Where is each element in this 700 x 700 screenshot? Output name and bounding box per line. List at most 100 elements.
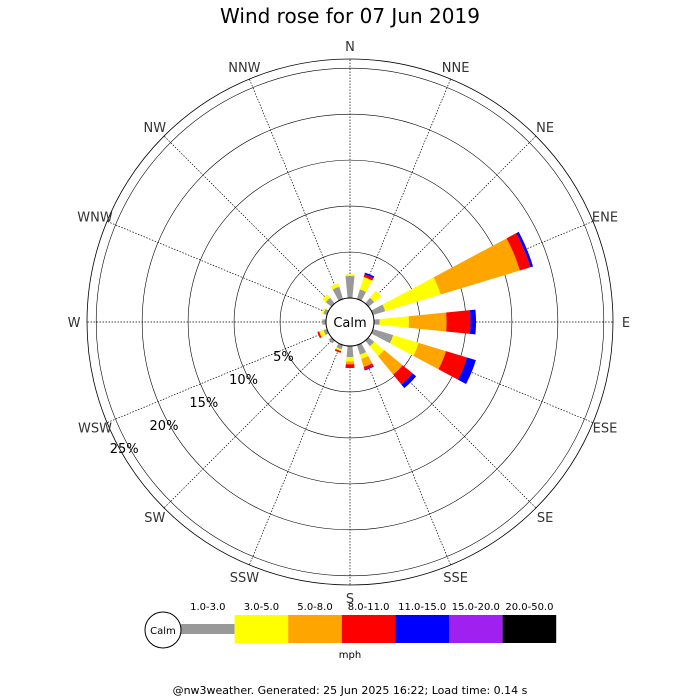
petal-ssw-bin-1 [335, 347, 342, 352]
calm-label: Calm [333, 316, 366, 331]
legend-swatch-bin-3 [341, 615, 396, 643]
radial-tick-label-15: 15% [189, 396, 218, 411]
legend-swatch-bin-5 [449, 615, 503, 643]
petal-ene-bin-3 [506, 233, 531, 271]
petal-sse-bin-2 [361, 356, 373, 367]
petal-ene-bin-1 [382, 277, 441, 312]
petal-n-bin-0 [345, 275, 355, 299]
grid-circle-15 [187, 159, 513, 485]
direction-label-wsw: WSW [78, 422, 112, 437]
legend-calm-label: Calm [150, 626, 176, 637]
radial-tick-label-5: 5% [273, 350, 294, 365]
legend-calm-circle [144, 611, 182, 649]
direction-label-nw: NW [144, 121, 167, 136]
direction-label-ese: ESE [593, 422, 618, 437]
legend-swatch-bin-4 [395, 615, 449, 643]
petal-ne-bin-0 [365, 297, 375, 307]
direction-label-nnw: NNW [228, 61, 260, 76]
petal-wsw-bin-3 [317, 331, 322, 339]
petal-wsw-bin-1 [319, 330, 326, 338]
petal-ssw-bin-3 [334, 348, 342, 353]
radial-tick-label-20: 20% [150, 419, 179, 434]
legend-label-bin-6: 20.0-50.0 [505, 602, 553, 613]
spoke-nnw [249, 78, 342, 300]
radial-tick-label-10: 10% [229, 373, 258, 388]
petal-ese-bin-0 [371, 328, 394, 344]
spoke-ne [366, 135, 537, 306]
petal-s-bin-3 [345, 364, 355, 369]
legend-label-bin-0: 1.0-3.0 [190, 602, 225, 613]
petal-e-bin-3 [446, 310, 471, 334]
petal-se-bin-4 [401, 373, 417, 389]
spoke-sw [163, 338, 334, 509]
direction-label-n: N [345, 40, 355, 55]
petal-ese-bin-2 [413, 342, 446, 370]
petal-nne-bin-1 [359, 277, 373, 292]
spoke-ssw [249, 344, 342, 566]
radial-tick-labels: 5% 10% 15% 20% 25% [110, 350, 294, 457]
spoke-nne [358, 78, 451, 300]
petal-sse-bin-1 [359, 352, 369, 360]
petal-ene-bin-2 [433, 238, 520, 295]
legend-swatch-bin-6 [502, 615, 557, 643]
petal-se-bin-0 [365, 337, 375, 347]
legend-label-bin-1: 3.0-5.0 [244, 602, 279, 613]
legend-label-bin-5: 15.0-20.0 [452, 602, 500, 613]
direction-label-wnw: WNW [77, 210, 113, 225]
footer-text: @nw3weather. Generated: 25 Jun 2025 16:2… [172, 684, 528, 697]
legend-swatch-bin-2 [288, 615, 342, 643]
petal-n-bin-1 [345, 274, 355, 277]
petal-sw-bin-0 [328, 337, 335, 344]
petal-w-bin-0 [322, 319, 327, 325]
petal-ne-bin-1 [369, 290, 382, 303]
direction-label-sw: SW [144, 511, 165, 526]
calm-center: Calm [325, 297, 375, 347]
petal-sse-bin-4 [364, 365, 374, 371]
direction-label-ne: NE [536, 121, 554, 136]
legend-unit-label: mph [339, 650, 361, 661]
direction-labels: N NNE NE ENE E ESE SE SSE S SSW SW WSW W WNW NW NNW [68, 40, 631, 607]
petal-nnw-bin-0 [332, 286, 344, 301]
petal-sse-bin-3 [363, 363, 374, 370]
petal-ese-bin-1 [389, 335, 419, 356]
legend-swatch-bin-1 [234, 615, 289, 643]
legend-label-bin-2: 5.0-8.0 [297, 602, 332, 613]
petal-s-bin-0 [346, 345, 354, 358]
petal-e-bin-1 [379, 316, 409, 328]
direction-label-e: E [622, 316, 630, 331]
petal-e-bin-2 [408, 312, 447, 332]
calm-circle [325, 297, 375, 347]
petal-e-bin-0 [373, 319, 380, 325]
petal-nnw-bin-1 [330, 283, 340, 290]
spoke-nw [163, 135, 334, 306]
petal-e-bin-4 [469, 309, 477, 335]
chart-title: Wind rose for 07 Jun 2019 [220, 4, 480, 28]
direction-label-ene: ENE [592, 210, 618, 225]
direction-label-sse: SSE [443, 571, 468, 586]
direction-label-nne: NNE [442, 61, 470, 76]
petal-ese-bin-3 [438, 351, 468, 380]
direction-label-se: SE [537, 511, 553, 526]
spoke-wnw [106, 221, 328, 314]
petal-se-bin-2 [378, 350, 403, 375]
petal-nw-bin-0 [325, 297, 335, 307]
spoke-wsw [106, 330, 328, 423]
direction-label-w: W [68, 316, 81, 331]
petal-nne-bin-0 [356, 289, 367, 301]
petal-ese-bin-4 [457, 357, 476, 385]
direction-label-s: S [346, 592, 354, 607]
rose-petals [317, 231, 534, 389]
petal-se-bin-1 [369, 341, 385, 357]
petal-s-bin-1 [346, 356, 354, 362]
legend-label-bin-3: 8.0-11.0 [348, 602, 390, 613]
spoke-sse [358, 344, 451, 566]
legend-label-bin-4: 11.0-15.0 [398, 602, 446, 613]
direction-label-ssw: SSW [230, 571, 260, 586]
petal-sse-bin-0 [356, 343, 367, 355]
legend-swatch-bin-0 [181, 624, 235, 634]
petal-wnw-bin-1 [321, 308, 326, 314]
petal-ene-bin-0 [371, 304, 386, 316]
grid-circle-25 [95, 67, 605, 577]
